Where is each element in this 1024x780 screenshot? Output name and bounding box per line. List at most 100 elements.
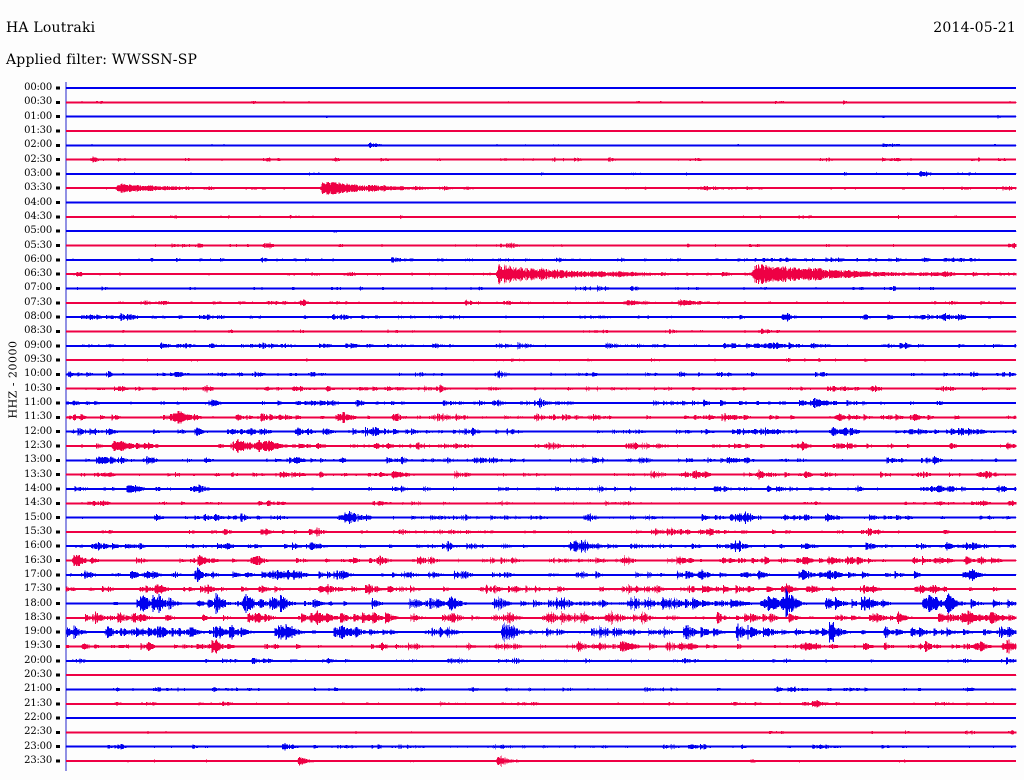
seismogram-trace <box>66 328 1017 335</box>
seismogram-trace <box>66 201 1017 204</box>
seismogram-trace <box>65 370 1017 379</box>
axis-tick-mark <box>56 387 60 391</box>
trace-waveform <box>65 686 1017 693</box>
seismogram-trace <box>66 229 1017 233</box>
trace-waveform <box>65 456 1017 465</box>
trace-waveform <box>70 115 1017 119</box>
trace-waveform <box>65 621 1017 643</box>
trace-waveform <box>65 484 1017 494</box>
seismogram-trace <box>65 312 1017 322</box>
trace-waveform <box>65 342 1017 350</box>
time-tick-label: 08:00 <box>24 311 52 323</box>
seismogram-trace <box>65 439 1017 453</box>
time-tick-label: 22:30 <box>24 726 52 738</box>
seismogram-trace <box>65 384 1017 393</box>
axis-tick-mark <box>56 501 60 505</box>
axis-tick-mark <box>56 745 60 749</box>
seismogram-trace <box>65 743 1017 751</box>
time-tick-label: 00:00 <box>24 82 52 93</box>
time-tick-label: 11:30 <box>24 411 52 423</box>
axis-tick-mark <box>56 530 60 534</box>
axis-tick-mark <box>56 430 60 434</box>
axis-tick-mark <box>56 100 60 104</box>
record-date: 2014-05-21 <box>933 20 1016 36</box>
trace-waveform <box>66 755 1017 767</box>
trace-waveform <box>65 264 1017 285</box>
trace-waveform <box>65 312 1017 322</box>
seismogram-trace <box>66 142 1017 149</box>
seismogram-trace <box>65 156 1017 163</box>
time-tick-label: 03:30 <box>24 182 52 194</box>
axis-tick-mark <box>56 644 60 648</box>
trace-waveform <box>65 567 1017 583</box>
trace-waveform <box>95 674 1017 677</box>
time-tick-label: 01:00 <box>24 110 52 122</box>
axis-tick-mark <box>56 344 60 348</box>
axis-tick-mark <box>56 158 60 162</box>
axis-tick-mark <box>56 587 60 591</box>
trace-waveform <box>69 229 1017 233</box>
seismogram-trace <box>65 342 1017 350</box>
seismogram-trace <box>65 700 1017 708</box>
trace-waveform <box>65 469 1017 480</box>
time-tick-label: 17:00 <box>24 568 52 580</box>
time-tick-label: 13:00 <box>24 454 52 466</box>
axis-tick-mark <box>56 687 60 691</box>
trace-waveform <box>66 730 1017 735</box>
seismogram-trace <box>65 285 1017 292</box>
time-tick-label: 07:00 <box>24 282 52 294</box>
axis-tick-mark <box>56 286 60 290</box>
trace-waveform <box>65 156 1017 163</box>
trace-waveform <box>65 700 1017 708</box>
seismogram-trace <box>65 181 1017 195</box>
time-tick-label: 16:30 <box>24 554 52 566</box>
seismogram-trace <box>66 100 1017 105</box>
time-tick-label: 05:30 <box>24 239 52 251</box>
trace-waveform <box>65 539 1017 553</box>
axis-tick-mark <box>56 129 60 133</box>
axis-tick-mark <box>56 602 60 606</box>
trace-waveform <box>66 256 1017 263</box>
trace-waveform <box>65 370 1017 379</box>
time-tick-label: 20:00 <box>24 654 52 666</box>
axis-tick-mark <box>56 573 60 577</box>
axis-tick-mark <box>56 186 60 190</box>
axis-tick-mark <box>56 759 60 763</box>
trace-waveform <box>65 527 1017 537</box>
axis-tick-mark <box>56 415 60 419</box>
time-tick-label: 14:00 <box>24 482 52 494</box>
time-tick-label: 04:00 <box>24 196 52 208</box>
axis-tick-mark <box>56 716 60 720</box>
trace-waveform <box>65 511 1017 525</box>
axis-tick-mark <box>56 458 60 462</box>
seismogram-trace <box>65 500 1017 507</box>
trace-waveform <box>65 439 1017 453</box>
seismogram-trace <box>66 87 1017 89</box>
axis-tick-mark <box>56 544 60 548</box>
time-tick-label: 04:30 <box>24 210 52 222</box>
axis-tick-mark <box>56 115 60 119</box>
axis-tick-mark <box>56 86 60 90</box>
axis-tick-mark <box>56 372 60 376</box>
time-tick-label: 23:00 <box>24 740 52 752</box>
time-tick-label: 20:30 <box>24 669 52 681</box>
trace-waveform <box>65 397 1017 409</box>
seismogram-trace <box>66 730 1017 735</box>
seismogram-trace <box>65 358 1017 363</box>
time-tick-label: 10:30 <box>24 382 52 394</box>
trace-waveform <box>65 500 1017 507</box>
axis-tick-mark <box>56 487 60 491</box>
time-tick-label: 00:30 <box>24 96 52 108</box>
trace-waveform <box>65 583 1017 596</box>
trace-waveform <box>65 411 1017 424</box>
trace-waveform <box>65 743 1017 751</box>
time-tick-label: 11:00 <box>24 397 52 409</box>
axis-tick-mark <box>56 358 60 362</box>
axis-tick-mark <box>56 473 60 477</box>
seismogram-trace <box>65 299 1017 307</box>
trace-waveform <box>66 100 1017 105</box>
time-tick-label: 23:30 <box>24 755 52 767</box>
seismogram-trace <box>65 588 1017 619</box>
